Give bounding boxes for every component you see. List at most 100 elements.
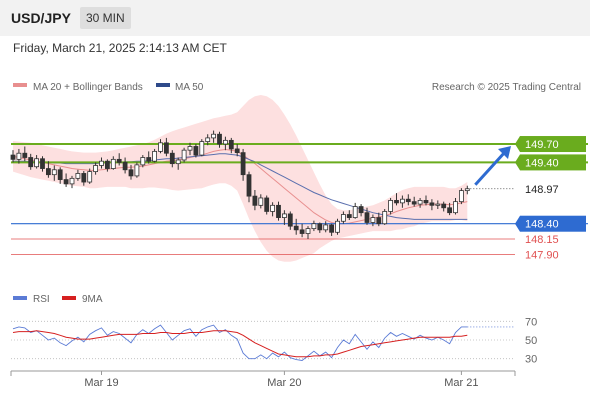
candle-body <box>181 149 187 161</box>
candle-body <box>340 214 346 222</box>
ma20-legend-swatch <box>13 83 27 87</box>
support-tag-pointer <box>515 215 520 232</box>
ma9-line <box>12 330 468 358</box>
resistance-tag-pointer <box>515 136 520 153</box>
rsi-tick-label: 30 <box>525 354 537 366</box>
candle-body <box>317 223 323 231</box>
target-label: 147.90 <box>525 249 559 261</box>
candle-body <box>57 169 63 180</box>
candle-body <box>370 217 376 223</box>
candle-body <box>281 213 287 218</box>
candle-body <box>140 157 146 166</box>
candle-body <box>458 190 464 203</box>
timeframe-badge[interactable]: 30 MIN <box>80 7 131 29</box>
time-axis-label: Mar 21 <box>444 377 478 389</box>
candle-body <box>63 179 69 185</box>
candle-body <box>169 152 175 165</box>
candle-body <box>417 200 423 205</box>
candle-body <box>193 146 199 156</box>
rsi-panel: 70 50 30 <box>11 316 537 366</box>
candle-body <box>429 202 435 206</box>
candle-body <box>40 158 45 169</box>
ma50-legend-label: MA 50 <box>175 82 204 93</box>
ma50-legend-swatch <box>156 83 170 87</box>
timestamp: Friday, March 21, 2025 2:14:13 AM CET <box>13 41 227 55</box>
rsi-tick-label: 70 <box>525 316 537 328</box>
bollinger-band <box>13 95 468 262</box>
candlesticks <box>10 130 470 240</box>
candle-body <box>28 157 34 168</box>
candle-body <box>246 174 252 197</box>
rsi-legend-swatch <box>13 296 27 300</box>
candle-body <box>299 229 305 234</box>
rsi-legend-label: RSI <box>33 294 50 305</box>
ma20-line <box>12 148 468 225</box>
candle-body <box>187 146 193 151</box>
candle-body <box>364 212 370 223</box>
candle-body <box>217 133 222 145</box>
candle-body <box>358 206 364 214</box>
candle-body <box>411 201 417 205</box>
resistance-tag <box>520 154 586 171</box>
candle-body <box>405 198 411 203</box>
candle-body <box>75 173 81 179</box>
rsi-line <box>12 324 468 361</box>
last-price-value: 148.97 <box>525 184 559 196</box>
candle-body <box>329 224 335 233</box>
candle-body <box>240 152 246 176</box>
candle-body <box>423 200 429 204</box>
candle-body <box>447 207 453 214</box>
candle-body <box>22 152 28 158</box>
candle-body <box>134 164 140 177</box>
time-axis-label: Mar 19 <box>84 377 118 389</box>
resistance-tag <box>520 136 586 153</box>
candle-body <box>382 211 388 225</box>
target-label: 148.15 <box>525 234 559 246</box>
resistance-tag-value: 149.70 <box>525 139 559 151</box>
top-bar: USD/JPY 30 MIN <box>0 0 590 36</box>
moving-averages <box>12 148 468 225</box>
ma9-legend-swatch <box>62 296 76 300</box>
candle-body <box>199 141 205 156</box>
support-tag-value: 148.40 <box>525 219 559 231</box>
candle-body <box>34 158 39 168</box>
candle-body <box>51 169 57 176</box>
candle-body <box>152 150 158 162</box>
candle-body <box>399 198 405 204</box>
candle-body <box>376 217 382 225</box>
candle-body <box>441 203 447 209</box>
candle-body <box>293 225 299 231</box>
ma9-legend-label: 9MA <box>82 294 103 305</box>
candle-body <box>81 173 87 183</box>
candle-body <box>258 197 264 206</box>
candle-body <box>163 142 169 154</box>
candle-body <box>228 139 234 150</box>
candle-body <box>305 228 311 234</box>
candle-body <box>464 188 470 192</box>
price-tags: 149.70 149.40 148.40 148.15 147.90 148.97 <box>474 136 587 261</box>
candle-body <box>205 137 211 142</box>
candle-body <box>335 220 340 233</box>
candle-body <box>158 142 163 152</box>
candle-body <box>10 154 16 160</box>
candle-body <box>46 168 51 176</box>
candle-body <box>276 204 281 218</box>
candle-body <box>110 158 116 169</box>
candle-body <box>69 177 75 185</box>
candle-body <box>105 160 110 169</box>
resistance-tag-value: 149.40 <box>525 157 559 169</box>
candle-body <box>116 158 122 163</box>
candle-body <box>16 152 22 160</box>
candle-body <box>175 159 181 165</box>
ma20-legend-label: MA 20 + Bollinger Bands <box>33 82 143 93</box>
candle-body <box>394 200 399 204</box>
candle-body <box>99 160 104 166</box>
candle-body <box>234 148 240 154</box>
candle-body <box>146 157 152 162</box>
candle-body <box>435 203 441 206</box>
candle-body <box>252 195 258 206</box>
candle-body <box>352 206 358 218</box>
support-tag <box>520 215 586 232</box>
candle-body <box>87 171 93 183</box>
